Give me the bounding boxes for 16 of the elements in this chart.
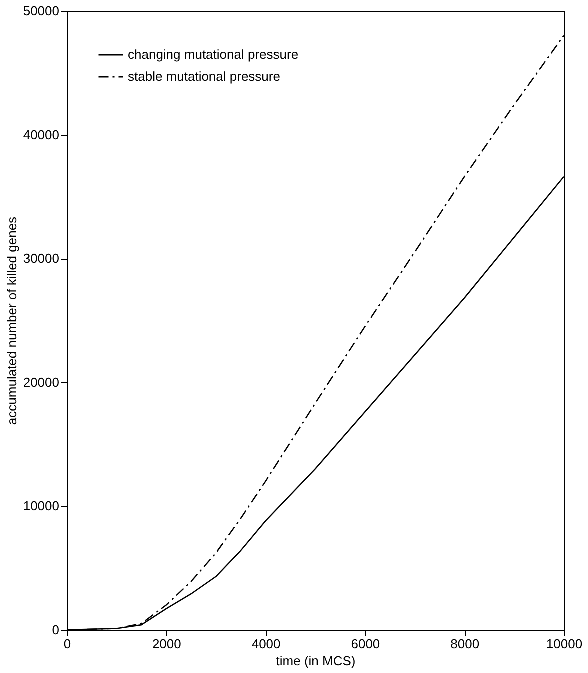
y-tick-label: 20000 (23, 374, 60, 390)
y-tick-label: 0 (52, 622, 60, 638)
y-tick-label: 40000 (23, 127, 60, 142)
x-tick-label: 6000 (351, 636, 380, 652)
legend-label: changing mutational pressure (128, 47, 299, 62)
y-tick-label: 30000 (23, 251, 60, 266)
y-tick-label: 10000 (23, 498, 60, 514)
x-axis-title: time (in MCS) (276, 654, 356, 668)
y-axis-title: accumulated number of killed genes (4, 216, 20, 426)
x-tick-label: 10000 (546, 636, 583, 652)
x-tick-label: 8000 (450, 636, 480, 652)
y-tick-label: 50000 (23, 4, 60, 18)
x-tick-label: 0 (64, 636, 72, 652)
legend-label: stable mutational pressure (128, 69, 280, 84)
x-tick-label: 4000 (252, 636, 281, 652)
x-tick-label: 2000 (152, 636, 182, 652)
